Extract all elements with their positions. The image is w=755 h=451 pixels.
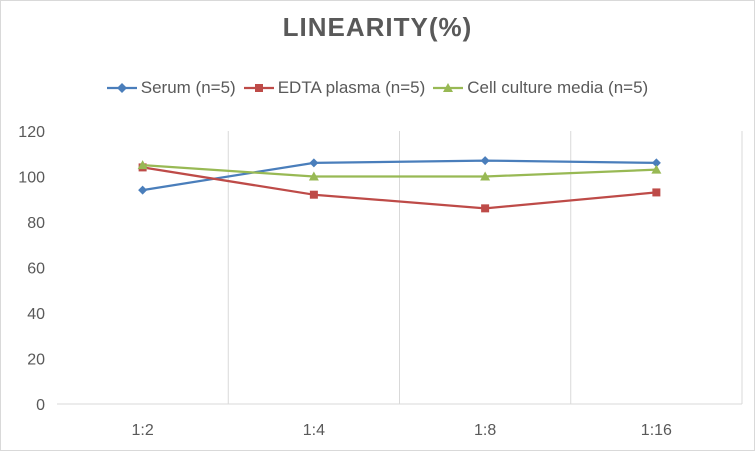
y-tick-label: 40 [27,306,45,323]
x-tick-label: 1:2 [132,422,154,439]
x-tick-label: 1:4 [303,422,325,439]
legend-swatch-cell-culture-media [433,83,464,92]
y-tick-label: 0 [36,397,45,414]
series-line [142,164,657,178]
legend-label-edta-plasma: EDTA plasma (n=5) [277,78,426,97]
series-line [142,159,657,192]
x-tick-label: 1:16 [641,422,672,439]
y-tick-label: 120 [18,124,45,141]
data-point-diamond [651,158,661,168]
legend-swatch-edta-plasma [243,84,274,92]
legend-item-serum: Serum (n=5) [106,78,236,98]
data-point-square [481,204,490,213]
data-point-triangle [137,160,148,170]
y-tick-label: 100 [18,170,45,187]
chart-title: LINEARITY(%) [282,12,473,42]
data-point-diamond [138,185,148,195]
legend-label-serum: Serum (n=5) [140,78,236,97]
data-point-triangle [308,171,319,181]
y-tick-label: 60 [27,261,45,278]
legend-item-edta-plasma: EDTA plasma (n=5) [243,78,426,98]
legend-item-cell-culture-media: Cell culture media (n=5) [433,78,648,98]
data-point-square [309,190,318,199]
legend-label-cell-culture-media: Cell culture media (n=5) [467,78,649,97]
y-tick-label: 80 [27,215,45,232]
legend-swatch-serum [106,83,137,93]
x-tick-label: 1:8 [474,422,496,439]
y-tick-label: 20 [27,352,45,369]
chart-legend: Serum (n=5) EDTA plasma (n=5) Cell cultu… [0,78,755,98]
data-point-diamond [309,158,319,168]
series-line [142,166,657,210]
data-point-square [652,188,661,197]
data-point-triangle [651,164,662,174]
data-point-triangle [480,171,491,181]
data-point-diamond [480,156,490,166]
